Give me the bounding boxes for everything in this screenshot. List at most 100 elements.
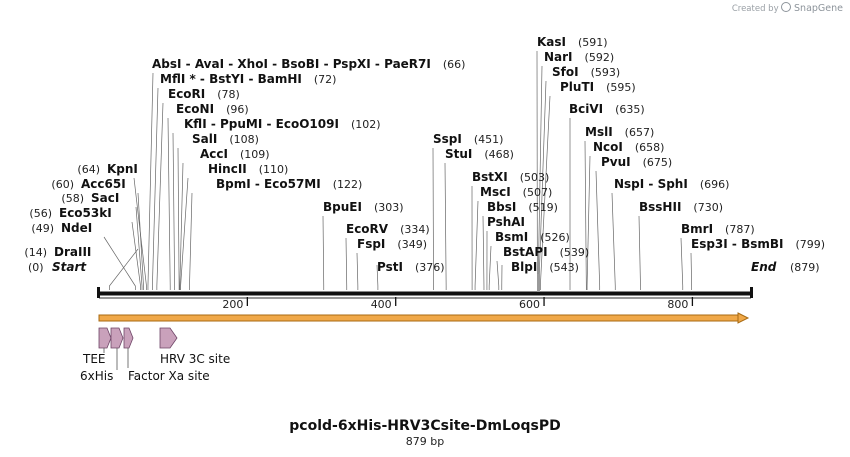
site-position: (675) [643, 156, 673, 169]
site-nspi-sphi[interactable]: NspI - SphI (696) [614, 177, 729, 191]
site-name: HincII [208, 162, 247, 176]
site-position: (96) [226, 103, 249, 116]
bp-ruler: 200 400 600 800 [222, 297, 694, 311]
site-msci[interactable]: MscI (507) [480, 185, 552, 199]
site-line-eco53ki [131, 221, 141, 290]
end-pos-label: (879) [790, 261, 820, 274]
site-position: (376) [415, 261, 445, 274]
site-line-kfli-ppumi-ecoo109i [172, 132, 176, 290]
site-stui[interactable]: StuI (468) [445, 147, 514, 161]
site-position: (658) [635, 141, 665, 154]
site-position: (592) [585, 51, 615, 64]
site-draiii[interactable]: DraIII (14) [24, 245, 91, 259]
site-acci[interactable]: AccI (109) [200, 147, 270, 161]
ruler-label: 200 [222, 298, 243, 311]
site-kfli-ppumi-ecoo109i[interactable]: KflI - PpuMI - EcoO109I (102) [184, 117, 381, 131]
site-bsmi[interactable]: BsmI (526) [495, 230, 570, 244]
site-msli[interactable]: MslI (657) [585, 125, 654, 139]
feature-label-tee: TEE [82, 352, 106, 366]
site-sfoi[interactable]: SfoI (593) [552, 65, 620, 79]
site-sspi[interactable]: SspI (451) [433, 132, 503, 146]
site-name: Acc65I [81, 177, 126, 191]
site-line-bsshii [638, 215, 641, 290]
dna-backbone[interactable] [97, 274, 753, 299]
site-line-draiii [109, 248, 139, 290]
ruler-label: 800 [667, 298, 688, 311]
plasmid-length: 879 bp [405, 435, 445, 448]
site-line-stui [444, 162, 447, 290]
site-eco53ki[interactable]: Eco53kI (56) [29, 206, 111, 220]
site-econi[interactable]: EcoNI (96) [176, 102, 249, 116]
site-pshai[interactable]: PshAI [487, 215, 525, 229]
site-esp3i-bsmbi[interactable]: Esp3I - BsmBI (799) [691, 237, 825, 251]
site-name: AbsI - AvaI - XhoI - BsoBI - PspXI - Pae… [152, 57, 431, 71]
site-fspi[interactable]: FspI (349) [357, 237, 427, 251]
site-mfli-bstyi-bamhi[interactable]: MflI * - BstYI - BamHI (72) [160, 72, 336, 86]
site-bcivi[interactable]: BciVI (635) [569, 102, 645, 116]
site-name: BmrI [681, 222, 713, 236]
site-hincii[interactable]: HincII (110) [208, 162, 288, 176]
site-bpuei[interactable]: BpuEI (303) [323, 200, 404, 214]
site-kpni[interactable]: KpnI (64) [77, 162, 138, 176]
site-name: MscI [480, 185, 511, 199]
feature-connector-lines [103, 348, 129, 370]
site-bpmi-eco57mi[interactable]: BpmI - Eco57MI (122) [216, 177, 362, 191]
site-name: SacI [91, 191, 119, 205]
site-ecorv[interactable]: EcoRV (334) [346, 222, 430, 236]
site-nari[interactable]: NarI (592) [544, 50, 614, 64]
site-psti[interactable]: PstI (376) [377, 260, 445, 274]
feature-hrv-3c-site[interactable] [159, 327, 178, 349]
site-line-bsmi [488, 245, 492, 290]
site-acc65i[interactable]: Acc65I (60) [51, 177, 125, 191]
site-sali[interactable]: SalI (108) [192, 132, 259, 146]
site-name: BlpI [511, 260, 537, 274]
site-position: (64) [77, 163, 100, 176]
site-position: (66) [443, 58, 466, 71]
site-ncoi[interactable]: NcoI (658) [593, 140, 664, 154]
site-ndei[interactable]: NdeI (49) [31, 221, 92, 235]
site-bstapi[interactable]: BstAPI (539) [503, 245, 589, 259]
site-position: (593) [591, 66, 621, 79]
site-name: PshAI [487, 215, 525, 229]
site-kasi[interactable]: KasI (591) [537, 35, 608, 49]
site-position: (696) [700, 178, 730, 191]
snapgene-credit: Created by SnapGene [732, 2, 843, 14]
feature-factor-xa-site[interactable] [123, 327, 134, 349]
feature-tee[interactable] [98, 327, 112, 349]
site-bbsi[interactable]: BbsI (519) [487, 200, 558, 214]
site-bsshii[interactable]: BssHII (730) [639, 200, 723, 214]
ruler-label: 400 [371, 298, 392, 311]
site-position: (591) [578, 36, 608, 49]
site-absi-avai-xhoi-bsobi-pspxi-paer7i[interactable]: AbsI - AvaI - XhoI - BsoBI - PspXI - Pae… [152, 57, 465, 71]
site-name: PluTI [560, 80, 594, 94]
site-name: KasI [537, 35, 566, 49]
site-name: NarI [544, 50, 573, 64]
site-line-ncoi [586, 155, 591, 290]
site-name: SspI [433, 132, 462, 146]
site-position: (49) [31, 222, 54, 235]
site-pvui[interactable]: PvuI (675) [601, 155, 672, 169]
site-name: NdeI [61, 221, 92, 235]
site-line-absi-avai-xhoi-bsobi-pspxi-paer7i [147, 72, 154, 290]
feature-6xhis[interactable] [110, 327, 124, 349]
ruler-label: 600 [519, 298, 540, 311]
site-name: FspI [357, 237, 385, 251]
site-line-acc65i [137, 192, 144, 290]
site-name: PvuI [601, 155, 631, 169]
start-label: Start [52, 260, 87, 274]
site-saci[interactable]: SacI (58) [61, 191, 119, 205]
site-position: (110) [259, 163, 289, 176]
site-ecori[interactable]: EcoRI (78) [168, 87, 240, 101]
site-position: (507) [523, 186, 553, 199]
site-position: (451) [474, 133, 504, 146]
site-line-ecorv [345, 237, 348, 290]
site-line-nspi-sphi [611, 192, 616, 290]
orf-arrow-dmloqspd[interactable] [98, 312, 750, 324]
site-bstxi[interactable]: BstXI (503) [472, 170, 549, 184]
site-name: EcoRI [168, 87, 205, 101]
site-blpi[interactable]: BlpI (543) [511, 260, 579, 274]
site-pluti[interactable]: PluTI (595) [560, 80, 636, 94]
site-bmri[interactable]: BmrI (787) [681, 222, 755, 236]
site-name: BpmI - Eco57MI [216, 177, 321, 191]
site-name: MslI [585, 125, 613, 139]
